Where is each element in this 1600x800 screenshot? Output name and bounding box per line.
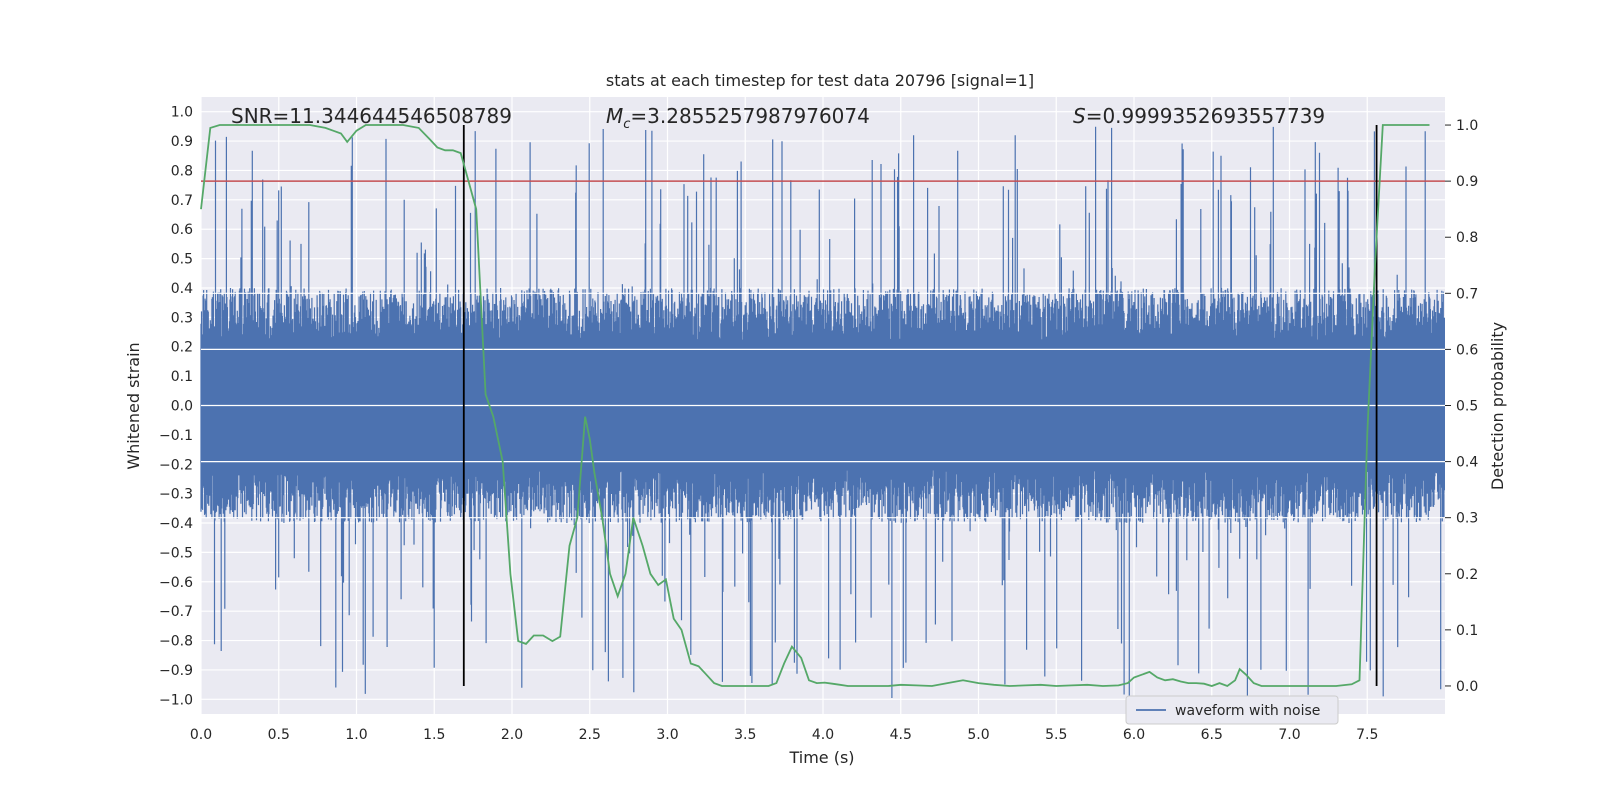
y-left-tick-label: 0.9	[171, 134, 193, 150]
mc-annotation: Mc=3.2855257987976074	[606, 104, 870, 132]
s-value: =0.9999352693557739	[1086, 104, 1325, 128]
y-right-tick-label: 0.2	[1456, 567, 1478, 583]
x-tick-label: 1.0	[345, 727, 367, 743]
y-left-tick-label: −0.6	[159, 575, 193, 591]
y-left-tick-label: −0.9	[159, 663, 193, 679]
y-left-tick-label: −0.4	[159, 516, 193, 532]
x-tick-label: 5.0	[967, 727, 989, 743]
legend: waveform with noise	[1125, 695, 1339, 725]
x-tick-label: 6.0	[1123, 727, 1145, 743]
y-left-tick-label: 1.0	[171, 105, 193, 121]
x-tick-label: 4.5	[890, 727, 912, 743]
y-left-tick-label: −1.0	[159, 692, 193, 708]
x-tick-label: 2.5	[579, 727, 601, 743]
chart-title: stats at each timestep for test data 207…	[606, 71, 1034, 90]
y-right-tick-label: 1.0	[1456, 118, 1478, 134]
y-left-tick-label: −0.5	[159, 545, 193, 561]
x-tick-label: 7.0	[1278, 727, 1300, 743]
x-tick-label: 5.5	[1045, 727, 1067, 743]
y-right-tick-label: 0.7	[1456, 286, 1478, 302]
x-tick-label: 6.5	[1201, 727, 1223, 743]
y-right-tick-label: 0.6	[1456, 342, 1478, 358]
y-left-tick-label: 0.8	[171, 163, 193, 179]
x-tick-label: 3.0	[656, 727, 678, 743]
y-left-tick-label: −0.1	[159, 428, 193, 444]
probability-line	[200, 124, 1430, 688]
x-tick-label: 4.0	[812, 727, 834, 743]
y-left-tick-label: 0.4	[171, 281, 193, 297]
y-left-tick-label: 0.7	[171, 193, 193, 209]
y-left-tick-label: 0.2	[171, 340, 193, 356]
s-symbol: S	[1073, 104, 1086, 128]
y-right-tick-label: 0.1	[1456, 623, 1478, 639]
y-left-tick-label: 0.6	[171, 222, 193, 238]
legend-entry: waveform with noise	[1175, 703, 1320, 719]
snr-annotation: SNR=11.344644546508789	[231, 104, 512, 128]
y-left-tick-label: −0.3	[159, 487, 193, 503]
y-left-tick-label: 0.3	[171, 310, 193, 326]
y-left-tick-label: 0.5	[171, 252, 193, 268]
x-tick-label: 0.5	[268, 727, 290, 743]
s-annotation: S=0.9999352693557739	[1073, 104, 1325, 128]
legend-box	[1125, 695, 1339, 725]
x-tick-label: 3.5	[734, 727, 756, 743]
mc-subscript: c	[623, 117, 630, 132]
x-tick-label: 2.0	[501, 727, 523, 743]
mc-value: =3.2855257987976074	[630, 104, 869, 128]
strain-dense-band	[201, 352, 1445, 453]
y-left-tick-label: 0.1	[171, 369, 193, 385]
y-right-tick-label: 0.8	[1456, 230, 1478, 246]
x-tick-label: 0.0	[190, 727, 212, 743]
y-right-tick-label: 0.0	[1456, 679, 1478, 695]
y-axis-label-left: Whitened strain	[124, 342, 143, 469]
y-left-tick-label: 0.0	[171, 399, 193, 415]
y-right-tick-label: 0.9	[1456, 174, 1478, 190]
y-left-tick-label: −0.2	[159, 457, 193, 473]
y-left-tick-label: −0.8	[159, 634, 193, 650]
mc-symbol: M	[606, 104, 623, 128]
y-axis-label-right: Detection probability	[1488, 322, 1507, 490]
y-right-tick-label: 0.4	[1456, 455, 1478, 471]
y-right-tick-label: 0.3	[1456, 511, 1478, 527]
x-axis-label: Time (s)	[788, 748, 854, 767]
x-tick-label: 1.5	[423, 727, 445, 743]
y-right-tick-label: 0.5	[1456, 399, 1478, 415]
y-left-tick-label: −0.7	[159, 604, 193, 620]
x-tick-label: 7.5	[1356, 727, 1378, 743]
